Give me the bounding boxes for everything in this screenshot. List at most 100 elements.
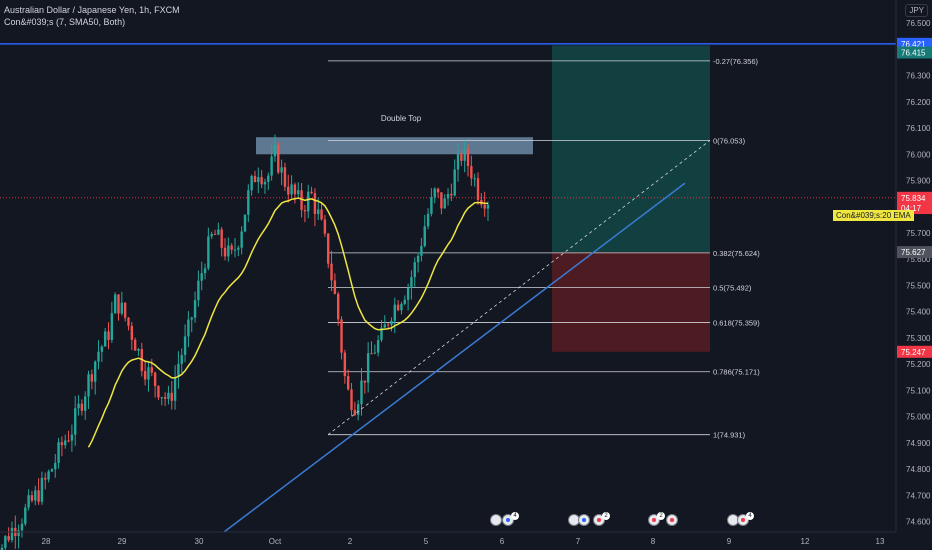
candle-body — [463, 149, 466, 161]
candle-body — [430, 197, 433, 214]
candle-body — [243, 214, 247, 232]
candle-body — [287, 186, 290, 195]
candle-body — [90, 374, 94, 382]
event-icon[interactable]: 2 — [648, 512, 665, 526]
candle-body — [223, 247, 227, 257]
candle-body — [366, 353, 370, 383]
candle-body — [64, 440, 67, 446]
price-tick-label: 75.200 — [906, 360, 931, 369]
candle-body — [340, 319, 343, 353]
candle-body — [450, 193, 453, 196]
event-icon[interactable] — [666, 514, 678, 526]
price-tick-label: 75.600 — [906, 255, 931, 264]
candle-body — [416, 255, 420, 263]
candle-body — [270, 156, 273, 176]
price-tick-label: 74.900 — [906, 439, 931, 448]
candle-body — [483, 204, 486, 209]
candle-body — [120, 302, 124, 314]
event-icon[interactable]: 4 — [737, 512, 754, 526]
candle-body — [34, 490, 37, 501]
price-tick-label: 75.900 — [906, 177, 931, 186]
candle-body — [353, 409, 357, 415]
candle-body — [277, 145, 280, 173]
candle-body — [60, 442, 64, 446]
event-icon[interactable] — [490, 514, 502, 526]
candle-body — [420, 245, 423, 256]
candle-body — [283, 167, 287, 187]
candle-body — [476, 178, 480, 200]
candle-body — [100, 346, 104, 352]
candle-body — [410, 277, 413, 288]
time-tick-label: 30 — [195, 537, 204, 546]
chart-legend: Australian Dollar / Japanese Yen, 1h, FX… — [4, 4, 180, 28]
price-label-text: 75.627 — [901, 248, 926, 257]
stop-loss-zone — [552, 252, 710, 352]
ascending-trend-line — [223, 182, 686, 533]
candle-body — [203, 268, 207, 274]
candle-body — [436, 188, 440, 193]
candle-body — [0, 547, 4, 550]
candle-body — [267, 175, 270, 182]
event-icon[interactable] — [578, 514, 590, 526]
candle-body — [57, 442, 60, 463]
candle-body — [486, 204, 490, 209]
time-tick-label: Oct — [269, 537, 282, 546]
fib-level-label: -0.27(76.356) — [713, 57, 759, 66]
candle-body — [343, 352, 347, 377]
candle-body — [183, 336, 187, 356]
candle-body — [373, 352, 377, 354]
price-tick-label: 75.000 — [906, 413, 931, 422]
candle-body — [360, 380, 363, 405]
candle-body — [370, 353, 373, 355]
time-tick-label: 6 — [500, 537, 505, 546]
price-tick-label: 75.700 — [906, 229, 931, 238]
candle-body — [187, 319, 190, 337]
price-label-box — [897, 345, 932, 358]
candle-body — [173, 377, 177, 401]
candle-body — [307, 191, 310, 212]
candle-body — [403, 299, 406, 304]
candle-body — [383, 324, 387, 328]
time-tick-label: 8 — [651, 537, 656, 546]
candle-body — [107, 331, 110, 340]
candle-body — [37, 490, 40, 502]
candle-body — [93, 361, 97, 382]
candle-body — [456, 153, 460, 170]
candle-body — [180, 355, 183, 364]
fib-level-label: 0.382(75.624) — [713, 249, 760, 258]
candle-body — [443, 198, 446, 209]
event-icon[interactable]: 2 — [593, 512, 610, 526]
candle-body — [386, 324, 390, 326]
currency-badge[interactable]: JPY — [905, 4, 928, 17]
event-icon[interactable]: 4 — [502, 512, 519, 526]
candle-body — [123, 302, 127, 318]
fib-level-label: 0.786(75.171) — [713, 368, 760, 377]
candle-body — [190, 317, 193, 320]
candle-body — [24, 507, 27, 524]
price-tick-label: 75.500 — [906, 281, 931, 290]
candle-body — [157, 386, 160, 398]
price-tick-label: 76.500 — [906, 19, 931, 28]
candle-body — [393, 304, 396, 321]
chart-title: Australian Dollar / Japanese Yen, 1h, FX… — [4, 5, 180, 15]
price-label-box — [897, 46, 932, 59]
candle-body — [27, 495, 30, 508]
candle-body — [406, 287, 410, 300]
price-tick-label: 75.300 — [906, 334, 931, 343]
candle-body — [213, 233, 217, 235]
candle-body — [466, 149, 470, 167]
candle-body — [376, 340, 380, 353]
fib-level-label: 0.5(75.492) — [713, 284, 752, 293]
candle-body — [97, 351, 100, 362]
candle-body — [303, 209, 307, 212]
price-label-text: 75.834 — [901, 194, 926, 203]
time-tick-label: 13 — [876, 537, 885, 546]
candle-body — [4, 536, 7, 548]
candle-body — [446, 193, 450, 199]
candle-body — [317, 209, 320, 215]
time-tick-label: 28 — [42, 537, 51, 546]
trend-lines — [223, 140, 711, 533]
